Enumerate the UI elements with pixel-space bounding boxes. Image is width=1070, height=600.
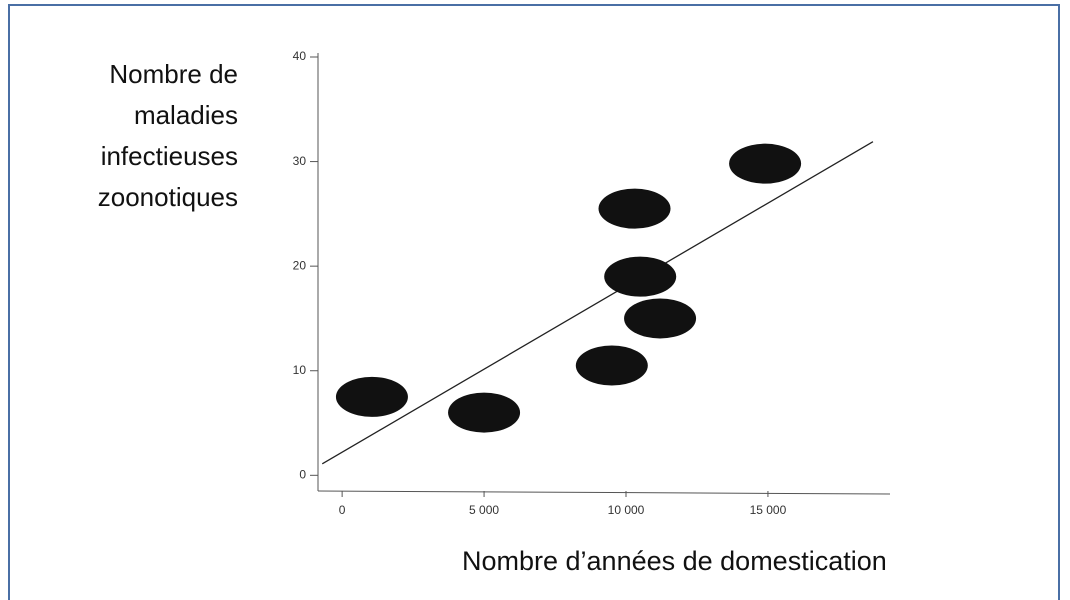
x-tick-label: 0 — [339, 503, 346, 517]
x-tick-label: 10 000 — [608, 503, 645, 517]
y-tick-label: 10 — [293, 363, 307, 377]
animal-point — [729, 144, 801, 184]
x-axis — [318, 491, 890, 494]
y-tick-label: 20 — [293, 258, 307, 272]
animal-point — [604, 257, 676, 297]
trend-line — [322, 142, 873, 464]
animal-point — [624, 298, 696, 338]
x-tick-label: 15 000 — [750, 503, 787, 517]
animal-point — [576, 346, 648, 386]
chart: 0 10 20 30 40 0 5 000 10 000 15 000 — [0, 0, 1070, 600]
animal-point — [448, 393, 520, 433]
x-tick-label: 5 000 — [469, 503, 499, 517]
y-tick-label: 0 — [299, 467, 306, 481]
animal-point — [336, 377, 408, 417]
page: Nombre de maladies infectieuses zoonotiq… — [0, 0, 1070, 600]
animal-point — [599, 189, 671, 229]
y-tick-label: 40 — [293, 49, 307, 63]
y-tick-label: 30 — [293, 154, 307, 168]
